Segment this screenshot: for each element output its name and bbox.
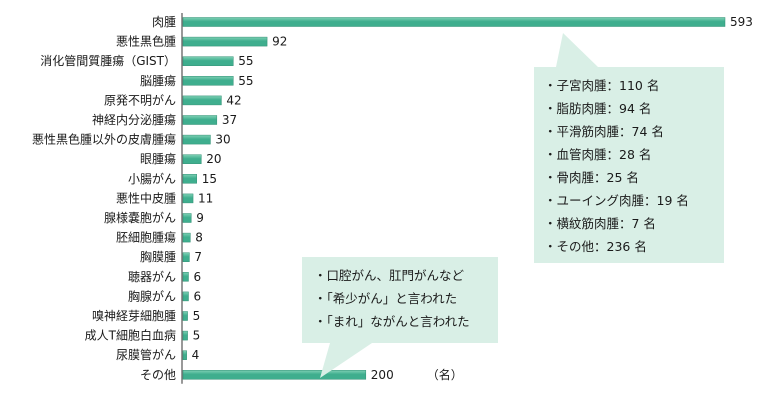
value-label: 55: [238, 74, 253, 88]
category-label: 胸腺がん: [128, 288, 176, 303]
callout-box: [302, 257, 498, 378]
callout-line: ・脂肪肉腫：94 名: [544, 101, 651, 116]
bar: [182, 213, 192, 223]
bar: [182, 193, 194, 204]
value-label: 55: [238, 54, 253, 68]
category-label: 成人T細胞白血病: [85, 328, 176, 343]
callout: ・子宮肉腫：110 名・脂肪肉腫：94 名・平滑筋肉腫：74 名・血管肉腫：28…: [534, 33, 724, 263]
value-label: 15: [202, 172, 217, 186]
category-label: 胸膜腫: [140, 249, 176, 264]
bar: [182, 56, 234, 66]
value-label: 11: [198, 191, 213, 205]
value-label: 92: [272, 35, 287, 49]
value-label: 5: [193, 329, 201, 343]
bar: [182, 370, 367, 380]
callout-line: ・「希少がん」と言われた: [314, 291, 457, 306]
bar: [182, 350, 187, 360]
callout-box: [534, 33, 724, 263]
bar: [182, 17, 726, 27]
category-label: 嗅神経芽細胞腫: [92, 309, 176, 323]
value-label: 593: [730, 15, 753, 29]
value-label: 5: [193, 309, 201, 323]
value-label: 8: [195, 231, 203, 245]
category-label: 小腸がん: [128, 171, 176, 186]
category-label: 脳腫瘍: [140, 73, 176, 88]
callout: ・口腔がん、肛門がんなど・「希少がん」と言われた・「まれ」ながんと言われた: [302, 257, 498, 378]
bar: [182, 115, 218, 125]
value-label: 7: [194, 250, 202, 264]
category-label: 腺様嚢胞がん: [104, 210, 176, 225]
bar: [182, 232, 191, 243]
callout-line: ・横紋筋肉腫：7 名: [544, 216, 656, 231]
category-label: 尿膜管がん: [116, 347, 176, 362]
value-label: 20: [206, 152, 221, 166]
category-label: 肉腫: [152, 15, 176, 29]
bar: [182, 330, 188, 341]
category-label: 原発不明がん: [104, 92, 176, 107]
bar: [182, 76, 234, 86]
value-label: 6: [193, 289, 201, 303]
callout-line: ・平滑筋肉腫：74 名: [544, 124, 664, 139]
value-label: 6: [193, 270, 201, 284]
bar: [182, 311, 188, 321]
bar: [182, 95, 222, 106]
callout-line: ・その他：236 名: [544, 239, 647, 254]
callout-line: ・骨肉腫：25 名: [544, 170, 639, 185]
value-label: 9: [196, 211, 204, 225]
category-label: 聴器がん: [128, 269, 176, 284]
value-label: 30: [215, 133, 230, 147]
callout-line: ・ユーイング肉腫：19 名: [544, 193, 689, 208]
bar: [182, 272, 189, 282]
category-label: 胚細胞腫瘍: [116, 230, 176, 245]
bar: [182, 291, 189, 302]
category-label: 悪性中皮腫: [116, 190, 176, 205]
category-label: その他: [140, 368, 176, 382]
callout-line: ・血管肉腫：28 名: [544, 147, 651, 162]
callout-line: ・「まれ」ながんと言われた: [314, 314, 470, 329]
value-label: 42: [226, 93, 241, 107]
callout-line: ・子宮肉腫：110 名: [544, 78, 659, 93]
category-label: 消化管間質腫瘍（GIST）: [40, 53, 176, 68]
value-label: 200: [371, 368, 394, 382]
category-label: 悪性黒色腫: [116, 35, 176, 49]
bar: [182, 36, 268, 47]
category-label: 眼腫瘍: [140, 151, 176, 166]
value-label: 4: [192, 348, 200, 362]
bar: [182, 134, 211, 145]
callout-line: ・口腔がん、肛門がんなど: [314, 268, 465, 283]
category-label: 神経内分泌腫瘍: [92, 112, 176, 127]
bar: [182, 252, 190, 262]
unit-label: （名）: [427, 367, 463, 382]
value-label: 37: [222, 113, 237, 127]
bar: [182, 174, 197, 184]
bar: [182, 154, 202, 164]
category-label: 悪性黒色腫以外の皮膚腫瘍: [32, 132, 176, 147]
